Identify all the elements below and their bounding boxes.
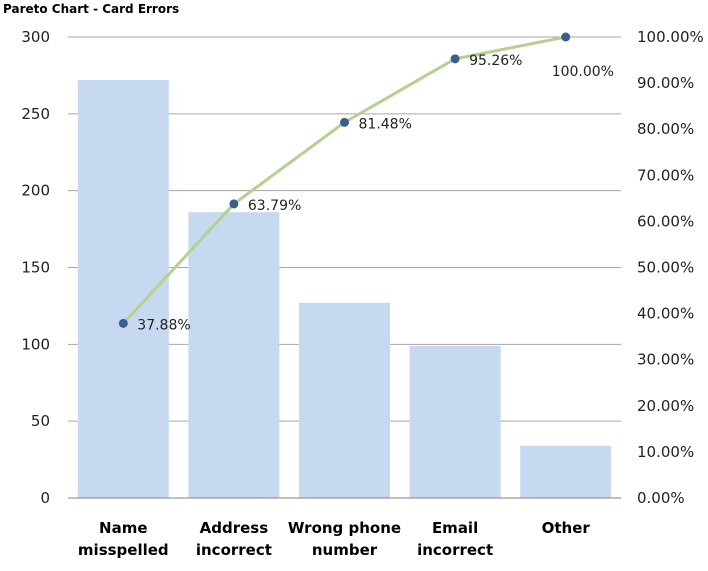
y-right-tick-label: 90.00% (637, 74, 694, 92)
y-right-tick-label: 0.00% (637, 489, 685, 507)
x-category-label: Address (200, 519, 269, 537)
x-category-label: incorrect (417, 541, 493, 559)
x-category-label: Name (99, 519, 147, 537)
y-left-tick-label: 50 (31, 412, 50, 430)
cumulative-point-label: 95.26% (469, 53, 522, 69)
y-left-tick-label: 0 (40, 489, 50, 507)
y-left-tick-label: 200 (21, 182, 50, 200)
cumulative-point-label: 63.79% (248, 198, 301, 214)
y-right-tick-label: 60.00% (637, 212, 694, 230)
cumulative-point (118, 318, 128, 328)
y-right-tick-label: 40.00% (637, 305, 694, 323)
y-right-tick-label: 70.00% (637, 166, 694, 184)
x-category-label: number (312, 541, 378, 559)
cumulative-point-label: 37.88% (137, 317, 190, 333)
bar (520, 445, 612, 498)
cumulative-point (229, 199, 239, 209)
y-right-tick-label: 10.00% (637, 443, 694, 461)
y-left-tick-label: 150 (21, 259, 50, 277)
y-right-tick-label: 100.00% (637, 28, 704, 46)
chart-title: Pareto Chart - Card Errors (3, 2, 180, 16)
x-category-label: Email (432, 519, 478, 537)
cumulative-point (561, 32, 571, 42)
y-right-tick-label: 30.00% (637, 351, 694, 369)
x-category-label: Wrong phone (288, 519, 401, 537)
bar (409, 345, 501, 498)
bar (299, 302, 390, 498)
y-left-tick-label: 300 (21, 28, 50, 46)
cumulative-point-label: 81.48% (359, 116, 412, 132)
y-right-tick-label: 80.00% (637, 120, 694, 138)
cumulative-point-label: 100.00% (552, 64, 614, 80)
x-category-label: incorrect (196, 541, 272, 559)
x-category-label: misspelled (78, 541, 169, 559)
y-right-tick-label: 50.00% (637, 259, 694, 277)
y-left-tick-label: 100 (21, 335, 50, 353)
y-left-tick-label: 250 (21, 105, 50, 123)
cumulative-point (450, 54, 460, 64)
x-category-label: Other (542, 519, 591, 537)
cumulative-point (340, 117, 349, 127)
bar (188, 212, 280, 498)
y-right-tick-label: 20.00% (637, 397, 694, 415)
